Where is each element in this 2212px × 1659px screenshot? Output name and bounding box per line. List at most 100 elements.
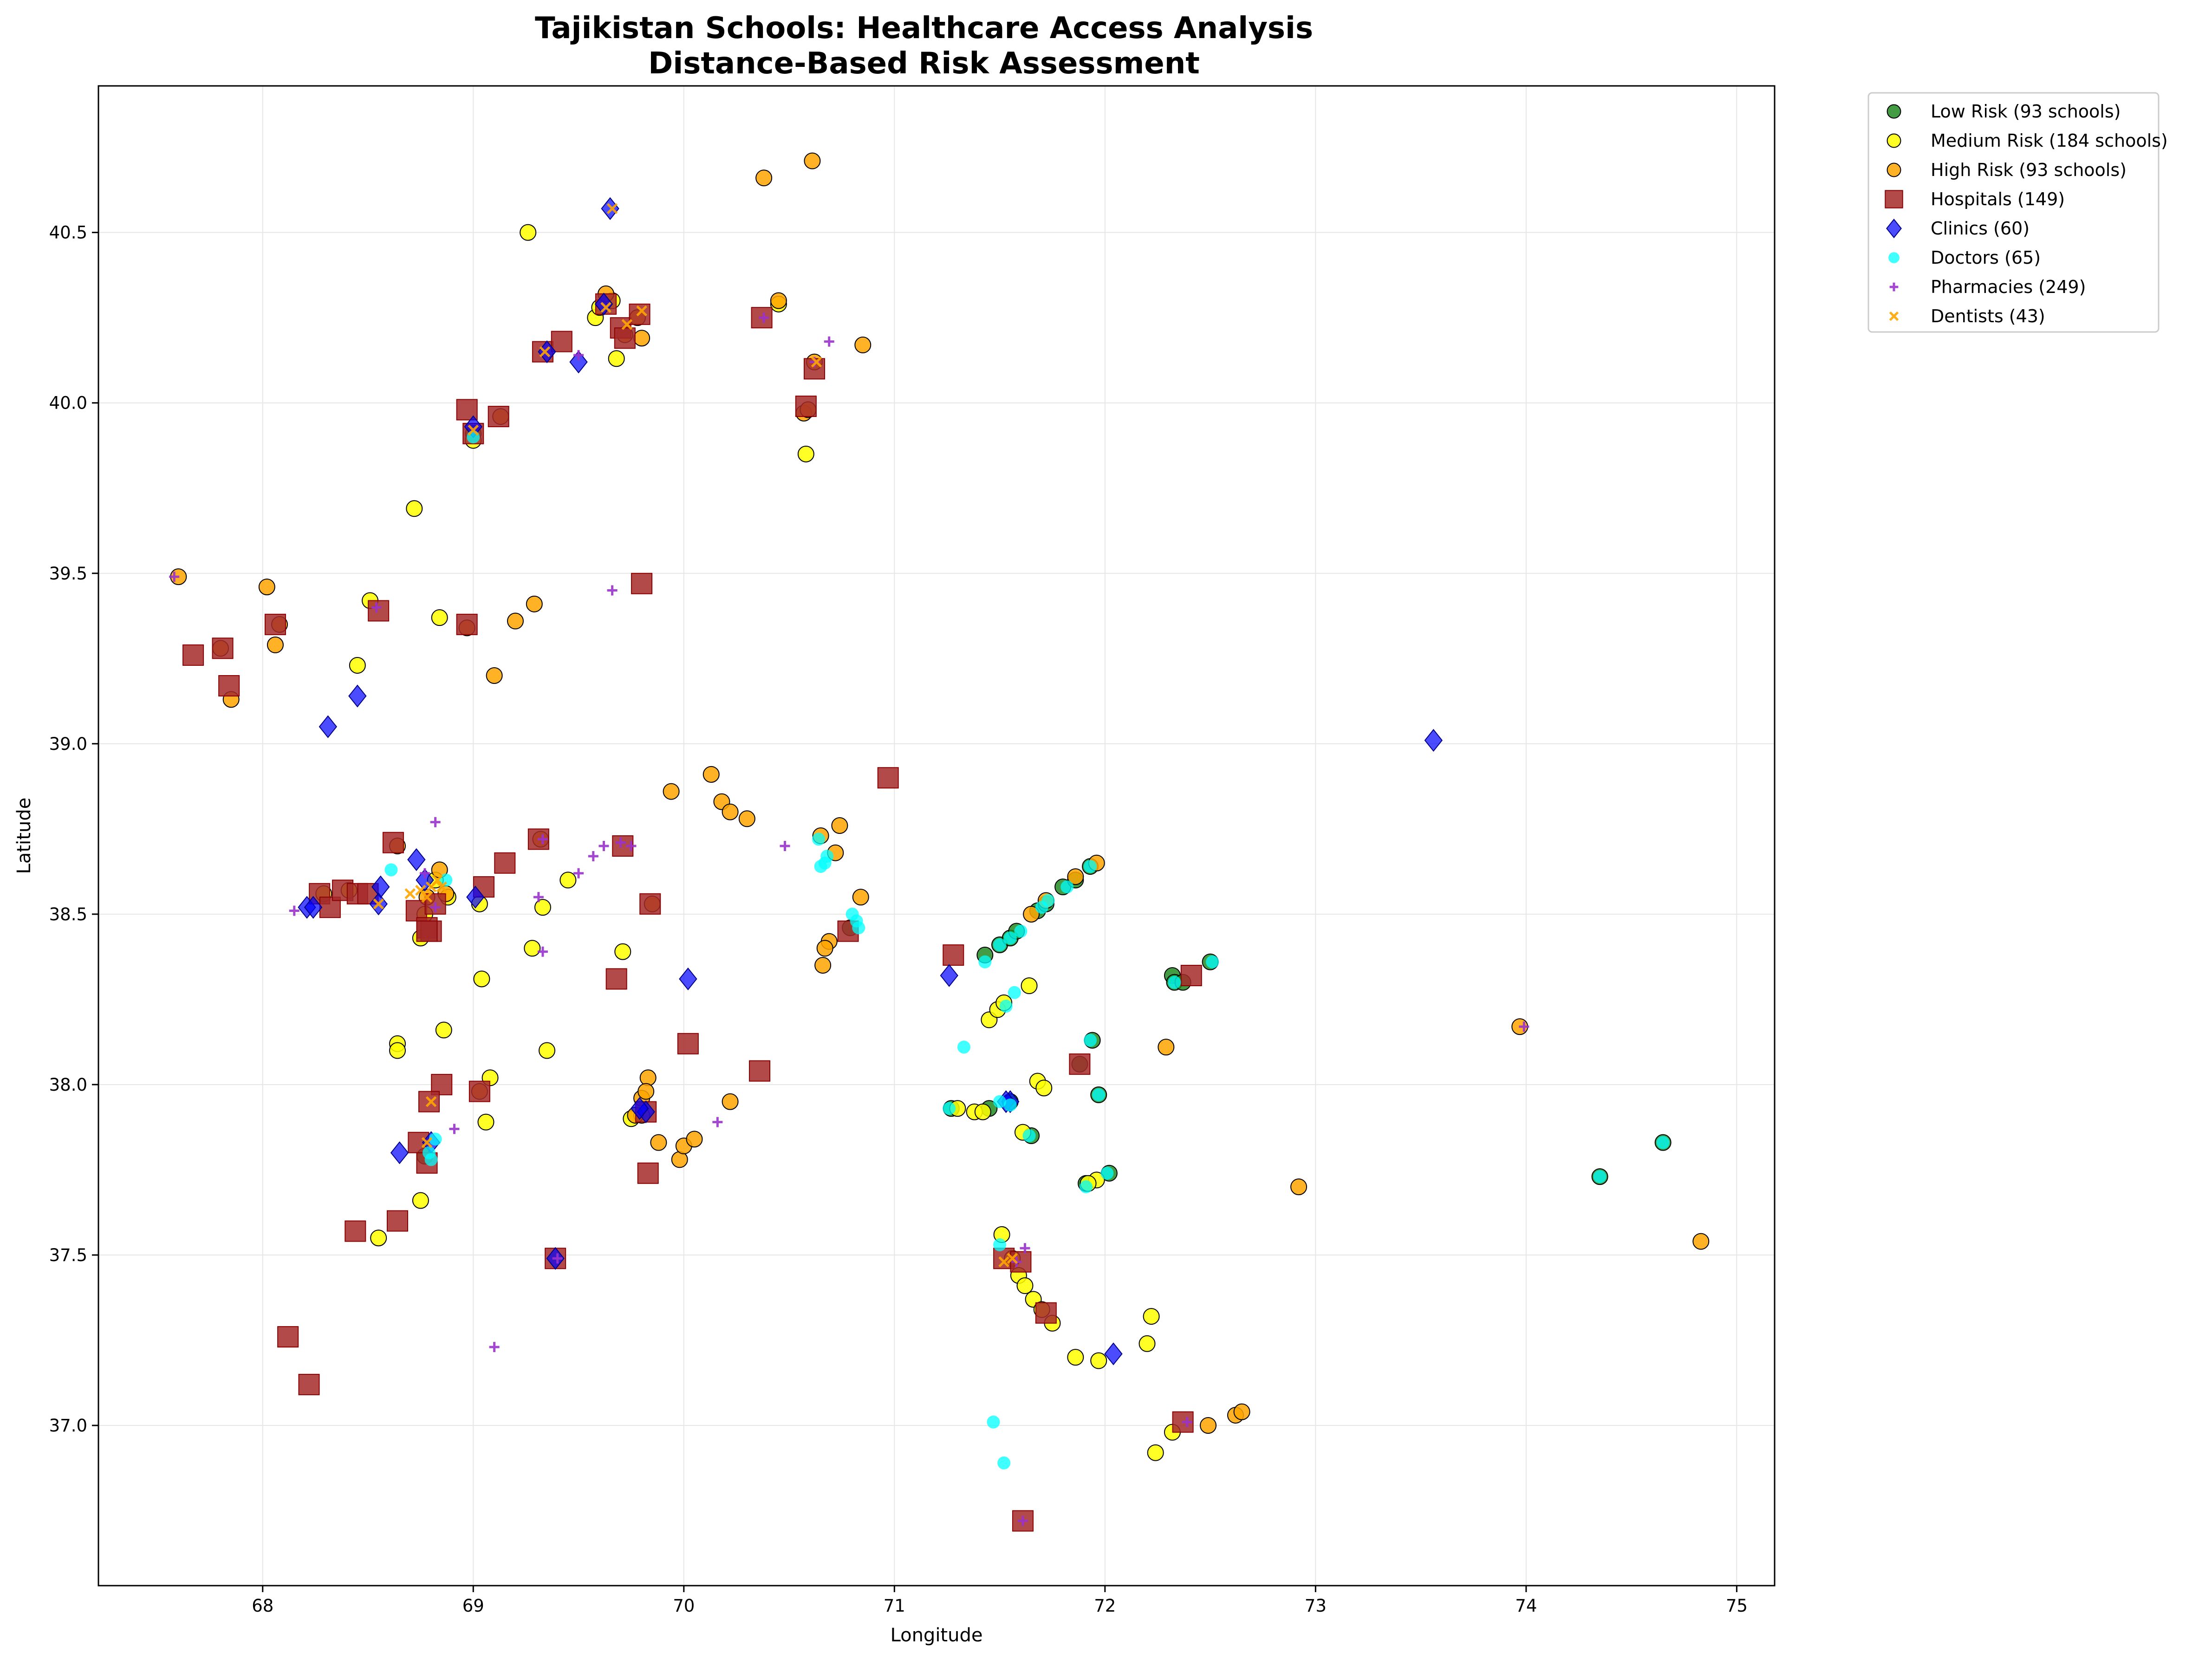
- data-point: [534, 899, 551, 916]
- data-point: [797, 445, 814, 462]
- data-point: [943, 944, 964, 966]
- x-tick-label: 73: [1305, 1596, 1327, 1616]
- y-axis-label: Latitude: [13, 798, 35, 874]
- data-point: [1104, 1342, 1123, 1366]
- data-point: [1424, 729, 1443, 752]
- data-point: [877, 767, 899, 789]
- data-point: [473, 970, 490, 988]
- data-point: [852, 889, 869, 906]
- series-5: [384, 430, 1670, 1470]
- data-point: [738, 810, 755, 827]
- data-point: [998, 1256, 1009, 1268]
- data-point: [1692, 1233, 1710, 1250]
- data-point: [1206, 955, 1219, 969]
- legend-label: High Risk (93 schools): [1931, 160, 2127, 180]
- x-tick-label: 70: [673, 1596, 695, 1616]
- data-point: [432, 874, 443, 886]
- data-point: [759, 312, 769, 323]
- data-point: [569, 351, 588, 374]
- data-point: [1023, 905, 1040, 923]
- data-point: [997, 1456, 1011, 1470]
- data-point: [614, 943, 631, 960]
- data-point: [439, 873, 453, 887]
- data-point: [537, 946, 548, 957]
- data-point: [677, 1033, 699, 1054]
- data-point: [371, 602, 382, 613]
- legend-label: Doctors (65): [1931, 247, 2041, 268]
- data-point: [1090, 1352, 1107, 1369]
- data-point: [974, 1103, 991, 1120]
- data-point: [551, 331, 573, 352]
- data-point: [824, 336, 834, 347]
- data-point: [1020, 1243, 1030, 1254]
- data-point: [1022, 1129, 1036, 1142]
- data-point: [1084, 860, 1097, 873]
- data-point: [507, 612, 524, 630]
- data-point: [749, 1060, 771, 1082]
- data-point: [489, 1342, 500, 1353]
- data-point: [608, 350, 625, 367]
- legend-item: Clinics (60): [1886, 218, 2030, 239]
- data-point: [1180, 964, 1202, 986]
- data-point: [435, 1021, 452, 1039]
- data-point: [477, 1113, 494, 1131]
- data-point: [1016, 1277, 1034, 1294]
- data-point: [298, 1373, 320, 1395]
- y-tick-label: 37.0: [49, 1416, 87, 1436]
- data-point: [605, 968, 627, 990]
- data-point: [526, 595, 543, 612]
- data-point: [1007, 1253, 1018, 1264]
- plot-points: [169, 152, 1710, 1532]
- data-point: [600, 302, 612, 313]
- data-point: [621, 319, 633, 330]
- data-point: [993, 1095, 1007, 1108]
- data-point: [1035, 1080, 1053, 1097]
- data-point: [816, 940, 833, 957]
- data-point: [1182, 1417, 1192, 1427]
- data-point: [289, 905, 299, 916]
- data-point: [488, 406, 509, 428]
- data-point: [638, 1083, 655, 1100]
- data-point: [636, 305, 647, 317]
- data-point: [987, 1415, 1000, 1429]
- data-point: [486, 667, 503, 684]
- legend-marker: [1887, 133, 1901, 148]
- data-point: [1100, 1166, 1114, 1180]
- x-tick-label: 71: [884, 1596, 905, 1616]
- series-6: [169, 312, 1529, 1526]
- data-point: [390, 1141, 409, 1165]
- y-tick-label: 39.5: [49, 564, 87, 584]
- data-point: [599, 841, 609, 852]
- data-point: [468, 1080, 490, 1102]
- data-point: [212, 638, 234, 659]
- data-point: [1041, 894, 1055, 907]
- data-point: [573, 350, 584, 360]
- data-point: [1035, 1302, 1057, 1324]
- data-point: [703, 766, 720, 783]
- legend-item: Hospitals (149): [1885, 189, 2065, 209]
- data-point: [588, 851, 599, 862]
- data-point: [416, 920, 438, 942]
- data-point: [993, 1238, 1007, 1251]
- legend-item: Pharmacies (249): [1889, 277, 2086, 297]
- data-point: [520, 224, 537, 241]
- data-point: [940, 964, 958, 987]
- legend-item: Dentists (43): [1889, 306, 2045, 326]
- data-point: [182, 644, 204, 666]
- data-point: [820, 850, 834, 863]
- data-point: [852, 921, 865, 935]
- data-point: [814, 956, 832, 974]
- data-point: [539, 346, 551, 358]
- y-tick-label: 38.0: [49, 1075, 87, 1095]
- data-point: [1021, 977, 1038, 994]
- data-point: [425, 1096, 437, 1107]
- data-point: [348, 684, 367, 708]
- data-point: [755, 169, 773, 187]
- data-point: [663, 783, 680, 800]
- data-point: [1003, 931, 1017, 945]
- data-point: [630, 1097, 649, 1120]
- data-point: [406, 500, 423, 517]
- data-point: [267, 636, 284, 653]
- legend-label: Low Risk (93 schools): [1931, 101, 2121, 122]
